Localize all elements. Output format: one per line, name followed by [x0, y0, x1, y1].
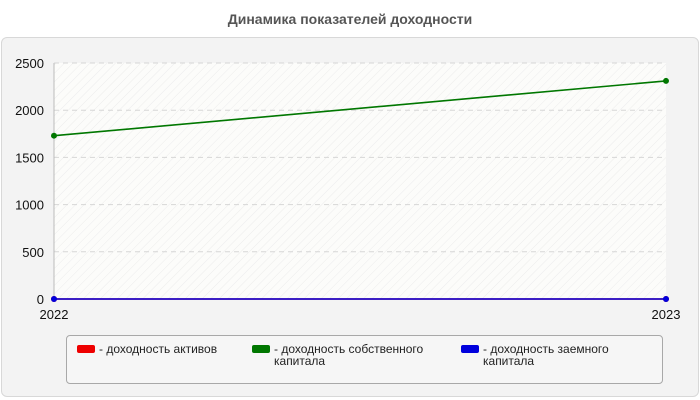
chart-title: Динамика показателей доходности: [227, 11, 473, 27]
y-tick-label-1000: 1000: [15, 198, 44, 213]
y-tick-label-2500: 2500: [15, 56, 44, 71]
y-tick-label-500: 500: [22, 245, 44, 260]
data-point-equity-2022: [51, 132, 57, 139]
plot-area-hatch: [54, 63, 666, 299]
legend-label-equity: - доходность собственного капитала: [274, 342, 424, 368]
x-tick-label-2022: 2022: [40, 307, 69, 322]
series-line-equity: [53, 80, 667, 137]
data-point-debt-2023: [663, 296, 669, 302]
chart-legend: - доходность активов - доходность собств…: [66, 335, 663, 384]
legend-label-debt: - доходность заемного капитала: [483, 342, 609, 368]
data-point-debt-2022: [51, 296, 57, 302]
x-tick-label-2023: 2023: [652, 307, 681, 322]
legend-swatch-assets: [77, 345, 95, 353]
legend-swatch-equity: [252, 345, 270, 353]
legend-swatch-debt: [461, 345, 479, 353]
y-tick-label-0: 0: [37, 292, 44, 307]
legend-label-assets: - доходность активов: [99, 342, 218, 356]
y-tick-label-2000: 2000: [15, 103, 44, 118]
data-point-equity-2023: [663, 77, 669, 84]
y-tick-label-1500: 1500: [15, 150, 44, 165]
